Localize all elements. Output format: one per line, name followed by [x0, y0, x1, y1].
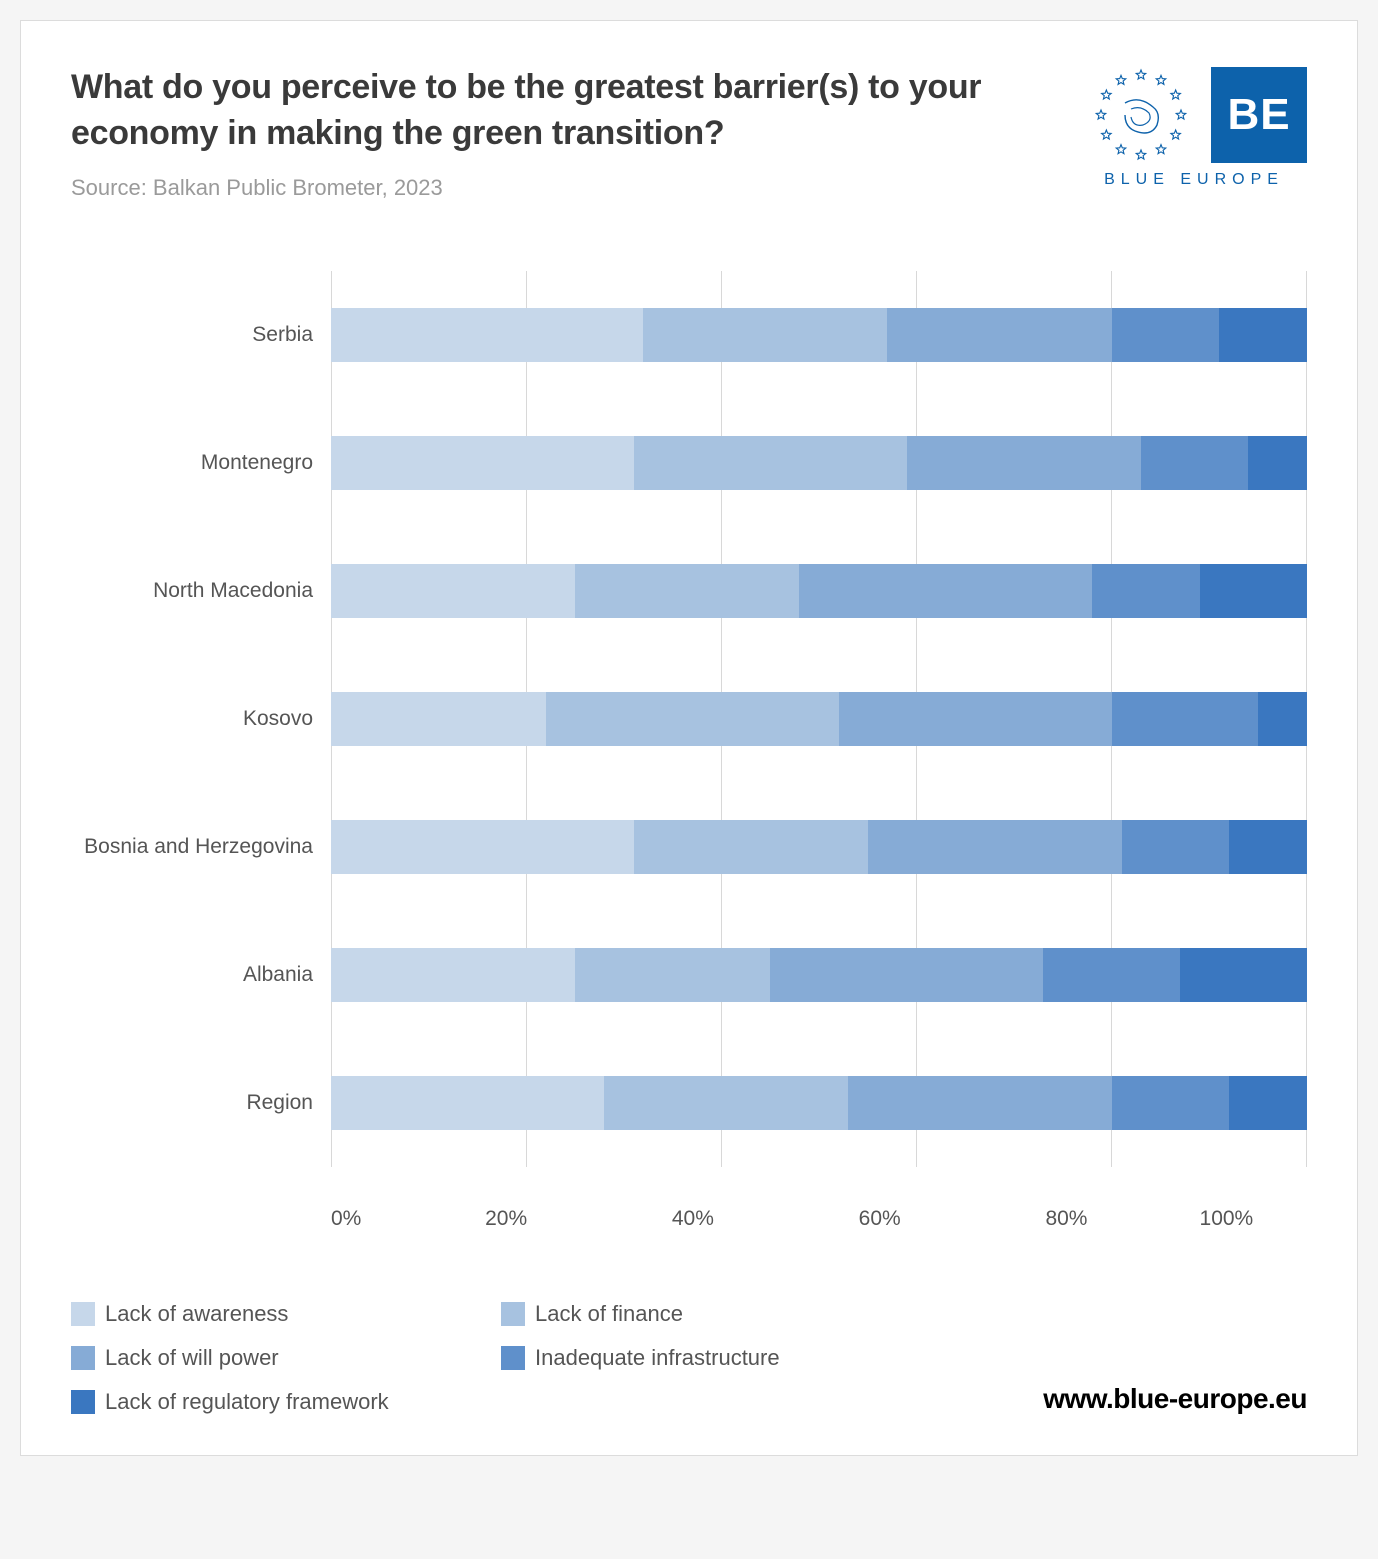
brand-label: BLUE EUROPE	[1104, 171, 1284, 189]
x-axis-ticks: 0% 20% 40% 60% 80% 100%	[331, 1207, 1307, 1231]
bar-segment-regulatory	[1229, 1076, 1307, 1130]
bar-row	[331, 783, 1307, 911]
legend-swatch	[501, 1346, 525, 1370]
bar-segment-awareness	[331, 692, 546, 746]
stacked-bar	[331, 436, 1307, 490]
bar-segment-willpower	[887, 308, 1111, 362]
bar-segment-willpower	[770, 948, 1043, 1002]
bar-segment-willpower	[848, 1076, 1112, 1130]
bar-segment-awareness	[331, 820, 634, 874]
chart-source: Source: Balkan Public Brometer, 2023	[71, 175, 1051, 201]
bar-segment-regulatory	[1219, 308, 1307, 362]
footer-url: www.blue-europe.eu	[1043, 1383, 1307, 1415]
y-axis-label: Region	[71, 1039, 313, 1167]
legend-item-willpower: Lack of will power	[71, 1345, 461, 1371]
legend-label: Lack of finance	[535, 1301, 683, 1327]
stacked-bar	[331, 692, 1307, 746]
bar-segment-infra	[1112, 692, 1258, 746]
bar-segment-willpower	[868, 820, 1122, 874]
header: What do you perceive to be the greatest …	[71, 65, 1307, 201]
chart-title: What do you perceive to be the greatest …	[71, 65, 1051, 157]
bar-segment-finance	[575, 564, 799, 618]
legend-swatch	[501, 1302, 525, 1326]
bar-row	[331, 1039, 1307, 1167]
bar-segment-awareness	[331, 948, 575, 1002]
bar-segment-regulatory	[1200, 564, 1307, 618]
legend: Lack of awareness Lack of finance Lack of …	[71, 1301, 891, 1415]
x-axis-tick: 0%	[331, 1207, 361, 1231]
y-axis-label: Montenegro	[71, 399, 313, 527]
logo-row: BE	[1081, 65, 1307, 165]
x-axis-tick: 80%	[1045, 1207, 1087, 1231]
legend-item-regulatory: Lack of regulatory framework	[71, 1389, 461, 1415]
legend-label: Lack of awareness	[105, 1301, 288, 1327]
bar-segment-finance	[604, 1076, 848, 1130]
bar-segment-regulatory	[1180, 948, 1307, 1002]
bar-row	[331, 655, 1307, 783]
stacked-bar	[331, 308, 1307, 362]
eu-stars-icon	[1081, 65, 1201, 165]
y-axis-label: North Macedonia	[71, 527, 313, 655]
bar-segment-infra	[1112, 308, 1219, 362]
stacked-bar	[331, 948, 1307, 1002]
bar-row	[331, 911, 1307, 1039]
legend-item-awareness: Lack of awareness	[71, 1301, 461, 1327]
x-axis-tick: 40%	[672, 1207, 714, 1231]
bar-row	[331, 527, 1307, 655]
bar-segment-regulatory	[1229, 820, 1307, 874]
legend-swatch	[71, 1302, 95, 1326]
x-axis-tick: 20%	[485, 1207, 527, 1231]
bar-segment-finance	[575, 948, 770, 1002]
stacked-bar	[331, 820, 1307, 874]
bar-segment-willpower	[799, 564, 1092, 618]
bar-segment-awareness	[331, 436, 634, 490]
bar-segment-infra	[1122, 820, 1229, 874]
stacked-bar	[331, 564, 1307, 618]
title-block: What do you perceive to be the greatest …	[71, 65, 1051, 201]
bar-segment-finance	[634, 436, 907, 490]
y-axis-label: Bosnia and Herzegovina	[71, 783, 313, 911]
bar-segment-regulatory	[1258, 692, 1307, 746]
bar-row	[331, 271, 1307, 399]
x-axis-tick: 100%	[1200, 1207, 1254, 1231]
chart-area: SerbiaMontenegroNorth MacedoniaKosovoBos…	[71, 271, 1307, 1167]
bar-segment-awareness	[331, 564, 575, 618]
chart-card: What do you perceive to be the greatest …	[20, 20, 1358, 1456]
legend-item-finance: Lack of finance	[501, 1301, 891, 1327]
bar-segment-finance	[643, 308, 887, 362]
bar-segment-infra	[1112, 1076, 1229, 1130]
legend-item-infra: Inadequate infrastructure	[501, 1345, 891, 1371]
plot-area	[331, 271, 1307, 1167]
x-axis: 0% 20% 40% 60% 80% 100%	[331, 1207, 1307, 1231]
be-badge: BE	[1211, 67, 1307, 163]
y-axis-label: Albania	[71, 911, 313, 1039]
legend-label: Lack of will power	[105, 1345, 279, 1371]
bar-segment-infra	[1043, 948, 1180, 1002]
bar-segment-awareness	[331, 308, 643, 362]
y-axis-label: Serbia	[71, 271, 313, 399]
bar-segment-infra	[1092, 564, 1199, 618]
brand-logo: BE BLUE EUROPE	[1081, 65, 1307, 189]
bar-row	[331, 399, 1307, 527]
bar-segment-finance	[546, 692, 839, 746]
y-axis-labels: SerbiaMontenegroNorth MacedoniaKosovoBos…	[71, 271, 331, 1167]
bar-segment-infra	[1141, 436, 1248, 490]
legend-label: Lack of regulatory framework	[105, 1389, 389, 1415]
bar-segment-willpower	[839, 692, 1112, 746]
x-axis-tick: 60%	[859, 1207, 901, 1231]
bar-segment-regulatory	[1248, 436, 1307, 490]
bar-segment-finance	[634, 820, 868, 874]
bar-segment-willpower	[907, 436, 1141, 490]
bars-container	[331, 271, 1307, 1167]
bar-segment-awareness	[331, 1076, 604, 1130]
legend-swatch	[71, 1346, 95, 1370]
legend-label: Inadequate infrastructure	[535, 1345, 780, 1371]
y-axis-label: Kosovo	[71, 655, 313, 783]
legend-swatch	[71, 1390, 95, 1414]
stacked-bar	[331, 1076, 1307, 1130]
